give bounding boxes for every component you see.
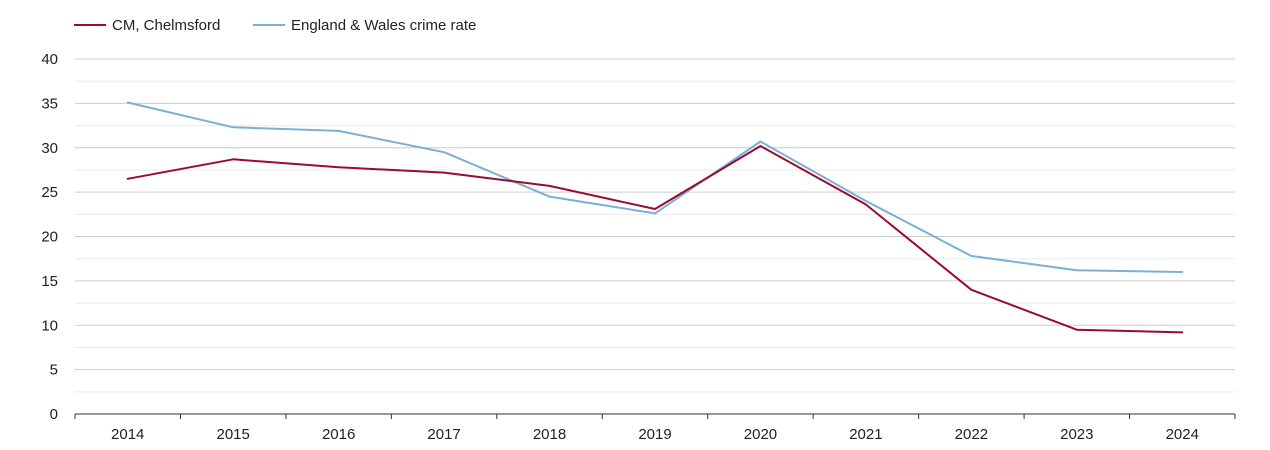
x-tick-label: 2024 bbox=[1166, 426, 1199, 443]
x-tick-label: 2020 bbox=[744, 426, 777, 443]
data-point-series-1 bbox=[337, 130, 340, 132]
legend: CM, Chelmsford England & Wales crime rat… bbox=[74, 17, 476, 34]
data-point-series-1 bbox=[654, 212, 656, 215]
x-tick-label: 2023 bbox=[1060, 426, 1093, 443]
y-tick-label: 25 bbox=[41, 184, 58, 201]
data-point-series-0 bbox=[548, 185, 551, 187]
data-point-series-1 bbox=[1076, 269, 1078, 272]
data-point-series-1 bbox=[970, 255, 973, 257]
data-point-series-1 bbox=[1181, 271, 1184, 273]
axes: 0 5 10 15 20 25 30 35 40 2014 2015 2016 2017 2018 2019… bbox=[41, 51, 1236, 443]
data-point-series-1 bbox=[126, 101, 129, 104]
x-tick-label: 2021 bbox=[849, 426, 882, 443]
x-tick-label: 2015 bbox=[216, 426, 249, 443]
x-tick-label: 2014 bbox=[111, 426, 144, 443]
series-line-1 bbox=[126, 101, 1184, 273]
y-tick-label: 30 bbox=[41, 140, 58, 157]
x-tick-label: 2017 bbox=[427, 426, 460, 443]
data-point-series-1 bbox=[759, 140, 762, 143]
data-point-series-0 bbox=[1076, 328, 1078, 331]
x-tick-label: 2019 bbox=[638, 426, 671, 443]
x-tick-label: 2016 bbox=[322, 426, 355, 443]
data-point-series-0 bbox=[865, 203, 867, 206]
data-point-series-0 bbox=[654, 208, 656, 210]
legend-item-series-1: England & Wales crime rate bbox=[253, 17, 476, 34]
x-tick-label: 2022 bbox=[955, 426, 988, 443]
data-point-series-0 bbox=[1181, 331, 1184, 334]
data-point-series-0 bbox=[126, 178, 129, 180]
data-point-series-1 bbox=[865, 200, 867, 202]
data-point-series-0 bbox=[443, 171, 445, 174]
data-point-series-1 bbox=[548, 195, 551, 198]
data-point-series-0 bbox=[337, 166, 340, 169]
data-point-series-0 bbox=[759, 145, 762, 147]
data-point-series-1 bbox=[232, 126, 234, 129]
legend-item-series-0: CM, Chelmsford bbox=[74, 17, 220, 34]
y-tick-label: 40 bbox=[41, 51, 58, 68]
series-lines bbox=[126, 101, 1184, 334]
data-point-series-0 bbox=[970, 288, 973, 291]
x-tick-label: 2018 bbox=[533, 426, 566, 443]
legend-label: England & Wales crime rate bbox=[291, 17, 476, 34]
data-point-series-1 bbox=[443, 151, 445, 153]
legend-label: CM, Chelmsford bbox=[112, 17, 220, 34]
series-line-0 bbox=[126, 145, 1184, 334]
y-tick-label: 10 bbox=[41, 317, 58, 334]
data-point-series-0 bbox=[232, 158, 234, 161]
y-tick-label: 0 bbox=[50, 406, 58, 423]
grid bbox=[75, 58, 1235, 393]
y-tick-label: 5 bbox=[50, 362, 58, 379]
y-tick-label: 15 bbox=[41, 273, 58, 290]
y-tick-label: 20 bbox=[41, 229, 58, 246]
y-tick-label: 35 bbox=[41, 95, 58, 112]
